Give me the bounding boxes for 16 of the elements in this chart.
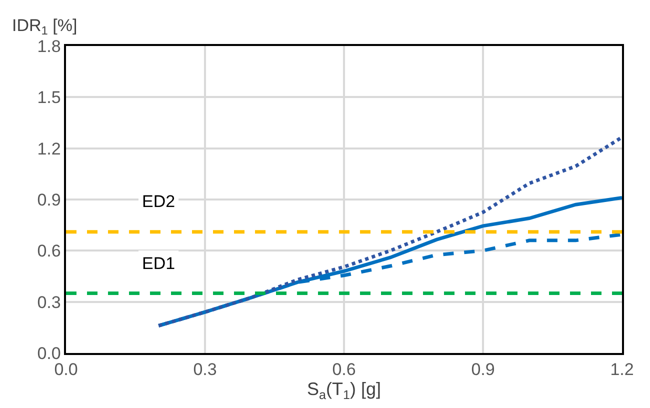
- x-tick-label: 0.0: [54, 360, 78, 380]
- y-tick-label: 0.0: [37, 344, 61, 363]
- x-axis-title: S$_{a}$(T$_{1}$) [g]: [306, 379, 382, 402]
- x-tick-label: 0.9: [471, 360, 495, 380]
- y-tick-label: 1.5: [37, 88, 61, 108]
- ref-line-label: ED2: [142, 192, 176, 211]
- y-tick-label: 0.6: [37, 242, 61, 261]
- x-tick-label: 0.3: [193, 360, 217, 380]
- x-tick-label: 0.6: [332, 360, 356, 380]
- y-tick-label: 0.9: [37, 190, 61, 210]
- ref-line-label: ED1: [142, 254, 176, 273]
- y-tick-label: 1.2: [37, 139, 61, 158]
- y-tick-label: 0.3: [37, 292, 61, 312]
- y-axis-title: IDR$_{1}$ [%]: [12, 16, 78, 38]
- y-tick-label: 1.8: [37, 36, 61, 56]
- x-tick-label: 1.2: [610, 360, 634, 380]
